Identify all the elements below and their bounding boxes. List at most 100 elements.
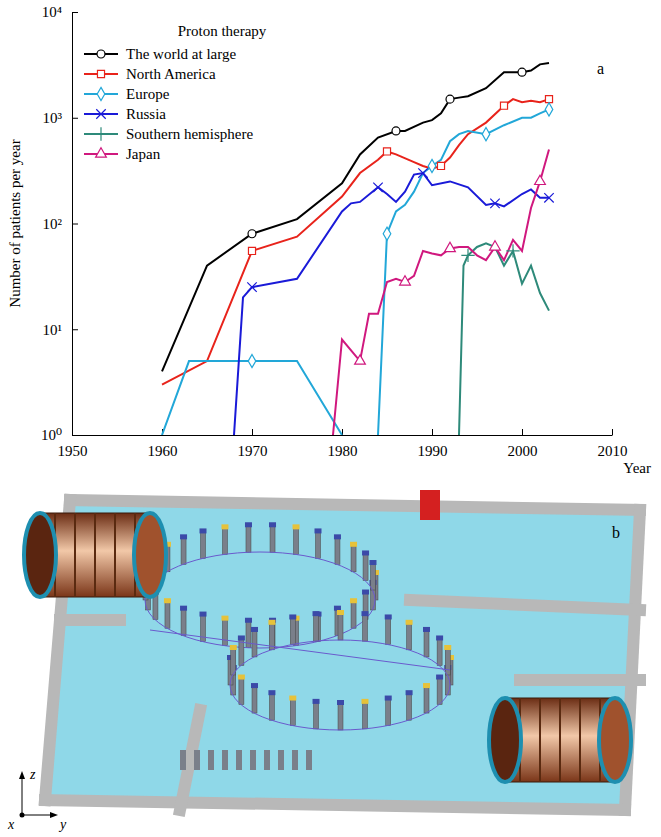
marker-group [544,193,553,202]
magnet [313,699,320,729]
legend-item: Japan [84,146,161,162]
y-tick-mark [72,329,78,330]
series-marker [535,175,546,184]
magnet-head [362,590,369,595]
y-tick: 10⁴ [42,4,78,20]
series-marker [490,199,499,208]
series-marker [418,168,427,177]
magnet-head [245,522,252,527]
magnet-head [334,606,341,611]
magnet-head [245,618,252,623]
magnet-head [444,645,451,650]
magnet [251,683,258,713]
legend-label: Europe [126,86,170,102]
marker-group [247,282,256,291]
transport-magnet [306,750,312,770]
magnet-post [437,639,442,665]
series-line [162,63,549,371]
magnet-head [337,610,344,615]
magnet-head [238,635,245,640]
series-marker [248,230,256,238]
legend-marker-group [97,50,105,58]
chart-title: Proton therapy [178,23,267,39]
magnet-post [181,538,186,564]
series-marker [400,276,411,285]
series-marker [392,127,400,135]
magnet-post [314,703,319,729]
y-tick-mark [72,224,78,225]
marker-group [248,247,255,254]
magnet-post [338,704,343,730]
magnet-post [181,610,186,636]
arrow-head [50,812,58,818]
series-marker [428,159,436,172]
magnet [362,550,369,580]
gantry-stripe [94,513,96,597]
y-tick-label: 10¹ [43,322,63,338]
chart-a: 195019601970198019902000201010⁰10¹10²10³… [0,0,661,480]
series-marker [500,102,507,109]
series-marker [490,241,501,250]
magnet-head [230,645,237,650]
magnet-post [386,618,391,644]
x-tick-label: 1980 [328,443,358,459]
wall [410,600,640,610]
legend-marker-group [96,109,105,118]
magnet-head [361,699,368,704]
wall [60,614,120,626]
magnet-post [270,526,275,552]
y-tick: 10¹ [43,322,79,338]
axis-arrow [22,815,54,816]
y-tick: 10⁰ [41,427,78,443]
magnet-head [385,696,392,701]
plot-area: 195019601970198019902000201010⁰10¹10²10³… [41,4,628,458]
magnet [334,534,341,564]
magnet-head [268,690,275,695]
marker-group [490,241,501,250]
legend-marker [96,109,105,118]
y-axis: 10⁰10¹10²10³10⁴ [41,4,78,443]
magnet-head [293,524,300,529]
legend-item: Southern hemisphere [84,126,253,142]
magnet-head [362,550,369,555]
magnet [361,611,368,641]
magnet-post [445,649,450,675]
magnet [423,683,430,713]
marker-group [428,159,436,172]
magnet [245,522,252,552]
x-tick: 2010 [598,429,628,459]
series-marker [248,355,256,368]
x-tick-label: 1950 [58,443,88,459]
marker-group [437,162,444,169]
magnet-post [338,614,343,640]
gantry-end [24,513,56,597]
transport-magnet [180,750,186,770]
magnet-post [424,631,429,657]
legend: The world at largeNorth AmericaEuropeRus… [84,46,253,162]
x-tick: 2000 [508,429,538,459]
x-axis-title: Year [623,460,651,476]
magnet-post [316,532,321,558]
marker-group [383,227,391,240]
y-tick-label: 10⁴ [42,4,62,20]
x-tick-mark [252,429,253,435]
wall [45,800,625,810]
legend-label: Southern hemisphere [126,126,253,142]
magnet-head [221,524,228,529]
series-marker [355,355,366,364]
axes-glyph: xyz [7,767,67,832]
gantry-end [134,513,166,597]
magnet [369,560,376,590]
y-tick: 10² [43,216,79,232]
series-line [459,243,549,435]
magnet-head [313,611,320,616]
legend-label: North America [126,66,216,82]
gantry-end [599,698,631,782]
magnet [385,696,392,726]
arrow-head [19,771,25,779]
magnet-post [239,639,244,665]
axis-glyph-label: z [29,767,36,782]
marker-group [518,68,526,76]
magnet-post [314,615,319,641]
marker-group [545,103,553,116]
